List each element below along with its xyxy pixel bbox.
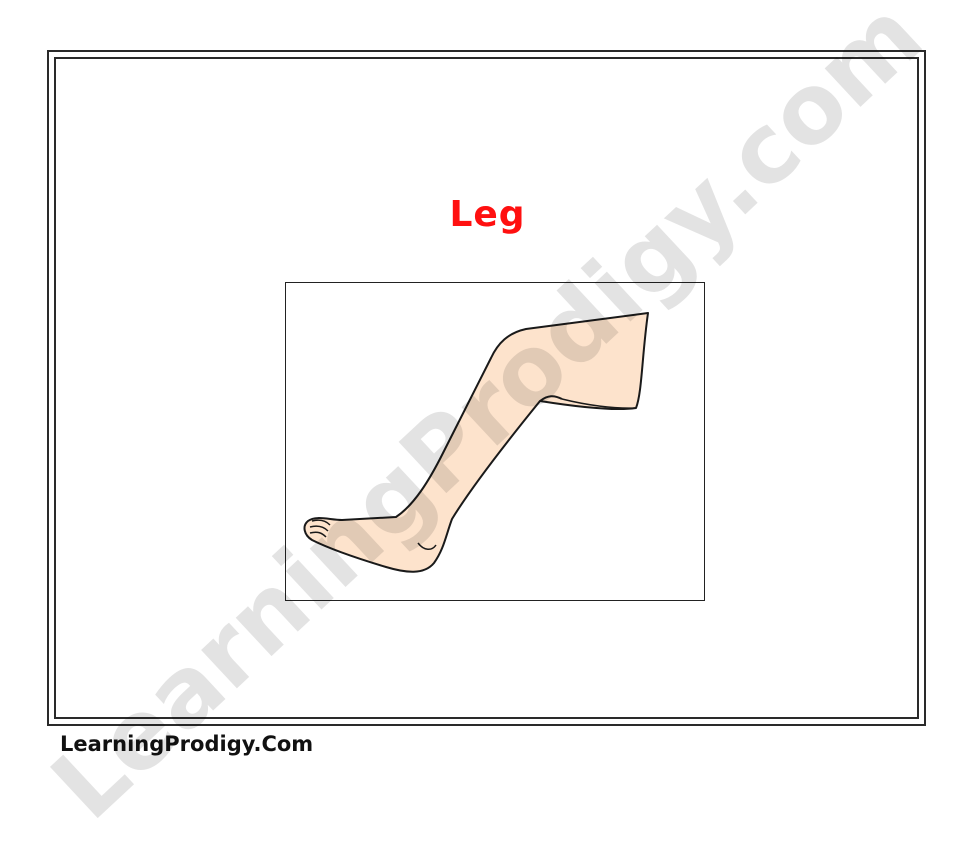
leg-shape [303, 312, 649, 573]
leg-illustration-icon [303, 312, 649, 573]
knee-crease [539, 395, 563, 402]
leg-image-frame [285, 282, 705, 601]
thigh-line [561, 398, 637, 409]
ankle-bone [417, 542, 437, 550]
card-title: Leg [449, 194, 526, 235]
card-inner-frame [54, 57, 919, 719]
card-outer-frame [47, 50, 926, 726]
toes [309, 519, 331, 538]
footer-site-label: LearningProdigy.Com [60, 732, 314, 756]
